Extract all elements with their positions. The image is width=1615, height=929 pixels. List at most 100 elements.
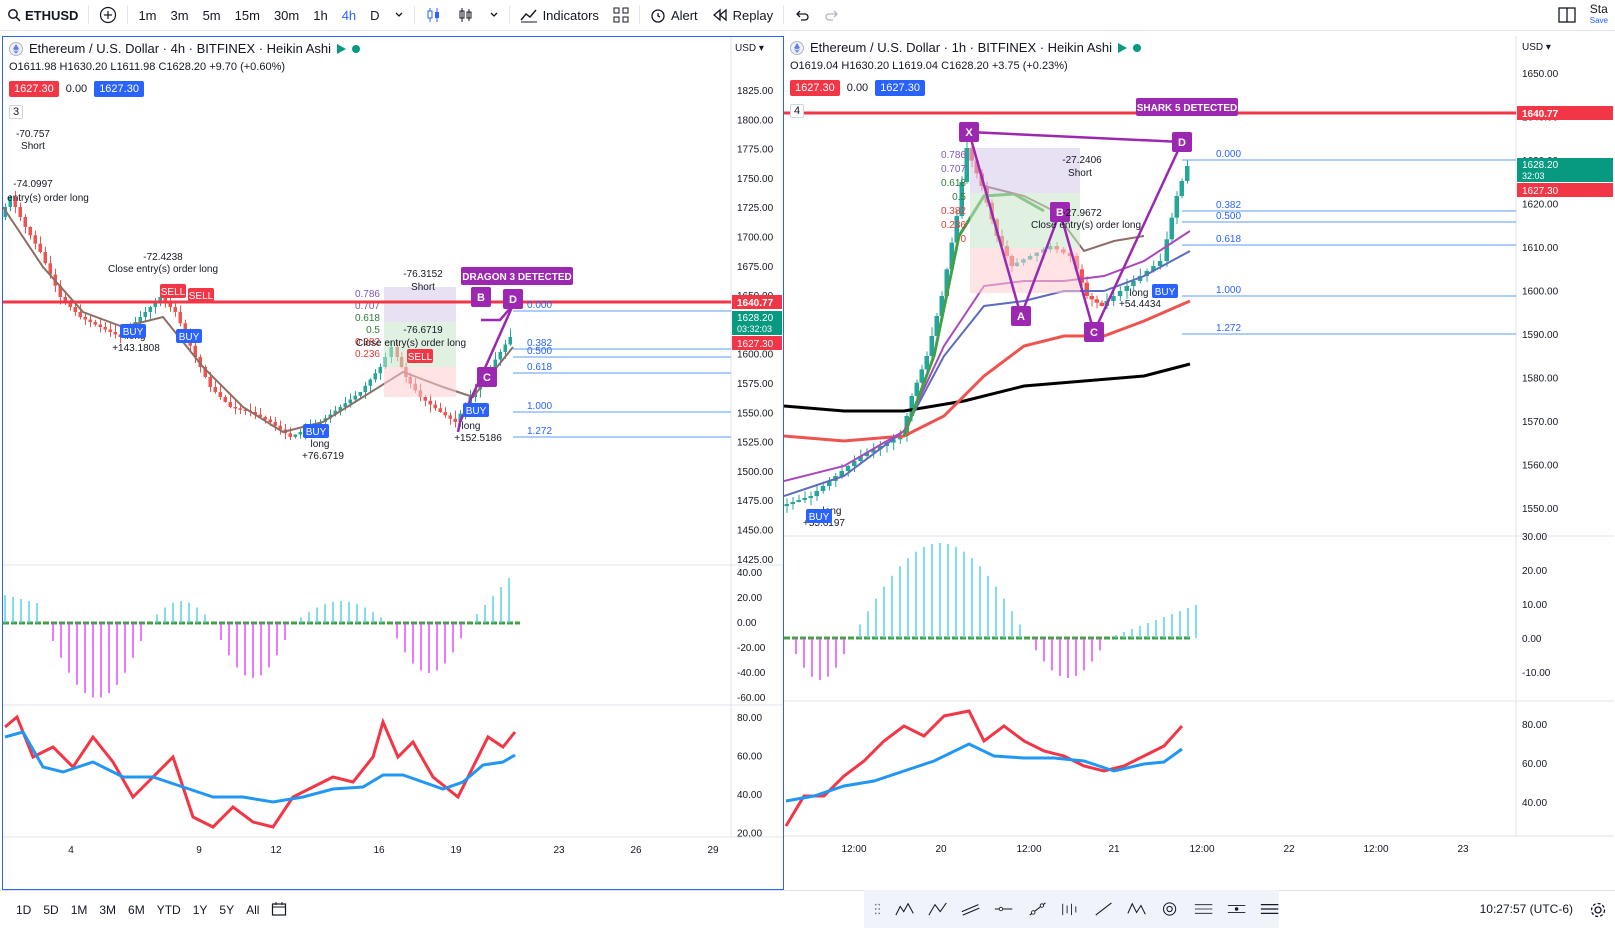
layout-button[interactable] <box>1551 0 1583 30</box>
undo-button[interactable] <box>787 0 817 30</box>
sell-price-button[interactable]: 1627.30 <box>790 80 840 96</box>
candle <box>238 408 242 410</box>
price-tick-label: 1575.00 <box>737 379 774 390</box>
harmonic-pattern-line <box>456 304 515 433</box>
interval-1m[interactable]: 1m <box>138 7 157 23</box>
range-1m[interactable]: 1M <box>70 903 88 917</box>
trade-annotation: entry(s) order long <box>7 193 89 204</box>
time-tick-label: 4 <box>68 845 74 856</box>
market-open-icon <box>1132 43 1141 52</box>
harmonic-point-marker <box>471 287 491 307</box>
interval-3m[interactable]: 3m <box>170 7 189 23</box>
indicator-count-toggle[interactable]: 3 <box>9 105 24 119</box>
range-ytd[interactable]: YTD <box>156 903 181 917</box>
chart-settings-icon[interactable] <box>1590 902 1606 918</box>
interval-1h[interactable]: 1h <box>313 7 328 23</box>
trade-annotation: -70.757 <box>16 129 50 140</box>
chart-canvas-4h[interactable]: 1825.00 1800.00 1775.00 1750.00 1725.00 1700.… <box>3 37 783 889</box>
range-1y[interactable]: 1Y <box>192 903 208 917</box>
time-tick-label: 12:00 <box>1189 844 1214 855</box>
fib-level-label: 1.000 <box>527 401 552 412</box>
redo-button[interactable] <box>817 0 847 30</box>
rsi-tick-label: 60.00 <box>737 752 762 763</box>
range-1d[interactable]: 1D <box>16 903 32 917</box>
interval-4h[interactable]: 4h <box>341 7 357 23</box>
price-tick-label: 1550.00 <box>1522 504 1559 515</box>
indicator-count-toggle[interactable]: 4 <box>790 104 805 118</box>
interval-15m[interactable]: 15m <box>234 7 260 23</box>
buy-price-button[interactable]: 1627.30 <box>94 81 144 97</box>
signal-tag <box>188 288 214 302</box>
buy-price-button[interactable]: 1627.30 <box>875 80 925 96</box>
bid-price-label: 1627.30 <box>1522 186 1559 197</box>
moving-average-line <box>784 250 1191 497</box>
trade-annotation: +152.5186 <box>454 433 502 444</box>
range-6m[interactable]: 6M <box>128 903 145 917</box>
range-5y[interactable]: 5Y <box>219 903 235 917</box>
chart-type-button[interactable] <box>450 0 482 30</box>
currency-selector[interactable]: USD ▾ <box>1522 42 1551 53</box>
compare-button[interactable] <box>92 0 124 30</box>
replay-button[interactable]: Replay <box>705 0 780 30</box>
horizontal-ray-icon[interactable] <box>994 900 1013 918</box>
candle <box>288 433 292 437</box>
range-all[interactable]: All <box>246 903 260 917</box>
sell-price-button[interactable]: 1627.30 <box>9 81 59 97</box>
bar-style-button[interactable] <box>418 0 450 30</box>
signal-tag <box>463 403 489 417</box>
target-icon[interactable] <box>1160 900 1179 918</box>
interval-30m[interactable]: 30m <box>273 7 300 23</box>
spread-value: 0.00 <box>846 82 869 94</box>
publish-button[interactable]: Sta Save <box>1583 0 1615 30</box>
trend-line-icon[interactable] <box>1028 900 1047 918</box>
menu-lines-icon[interactable] <box>1260 900 1279 918</box>
fib-box-level: 0.786 <box>355 289 380 300</box>
elliott-wave-icon[interactable] <box>895 900 914 918</box>
bid-price-tag <box>1517 183 1613 197</box>
chart-pane-4h[interactable]: 1825.00 1800.00 1775.00 1750.00 1725.00 1700.… <box>2 36 784 890</box>
trade-annotation: -76.3152 <box>403 269 443 280</box>
price-tick-label: 1700.00 <box>737 233 774 244</box>
bid-ask-badges: 1627.30 0.00 1627.30 <box>9 81 144 97</box>
chart-canvas-1h[interactable]: 1650.001640.001630.001620.001610.001600.… <box>784 36 1614 888</box>
calendar-icon <box>272 901 287 916</box>
candle <box>924 356 929 370</box>
abc-pattern-icon[interactable] <box>928 900 947 918</box>
indicators-button[interactable]: Indicators <box>513 0 606 30</box>
candle <box>378 367 382 374</box>
time-tick-label: 12:00 <box>1016 844 1041 855</box>
xabcd-pattern-icon[interactable] <box>1127 900 1146 918</box>
currency-selector[interactable]: USD ▾ <box>735 43 764 54</box>
ray-icon[interactable] <box>1094 900 1113 918</box>
flag-icon <box>336 43 346 54</box>
price-tick-label: 1425.00 <box>737 555 774 566</box>
interval-5m[interactable]: 5m <box>202 7 221 23</box>
templates-button[interactable] <box>606 0 636 30</box>
chart-type-dropdown[interactable] <box>482 0 506 30</box>
bottom-toolbar: 1D 5D 1M 3M 6M YTD 1Y 5Y All <box>0 890 1615 929</box>
alert-button[interactable]: Alert <box>643 0 705 30</box>
candle <box>343 403 347 407</box>
candle <box>228 402 232 407</box>
long-position-icon[interactable] <box>1227 900 1246 918</box>
candle <box>368 379 372 386</box>
trade-annotation: -76.6719 <box>403 325 443 336</box>
clock-timezone[interactable]: 10:27:57 (UTC-6) <box>1479 902 1573 916</box>
goto-date-button[interactable] <box>265 901 293 920</box>
parallel-channel-icon[interactable] <box>961 900 980 918</box>
drag-handle-icon[interactable] <box>874 901 881 917</box>
fib-channel-icon[interactable] <box>1194 900 1213 918</box>
harmonic-point-label: B <box>1056 207 1064 219</box>
range-5d[interactable]: 5D <box>43 903 59 917</box>
fib-retracement-icon[interactable] <box>1061 900 1080 918</box>
interval-dropdown[interactable] <box>387 0 411 30</box>
candle <box>158 297 162 302</box>
fib-level-label: 0.382 <box>1216 200 1241 211</box>
interval-d[interactable]: D <box>370 7 380 23</box>
candle <box>103 327 107 330</box>
symbol-search[interactable]: ETHUSD <box>0 0 85 30</box>
range-3m[interactable]: 3M <box>99 903 117 917</box>
chart-pane-1h[interactable]: 1650.001640.001630.001620.001610.001600.… <box>784 36 1614 888</box>
spread-value: 0.00 <box>65 83 88 95</box>
rewind-icon <box>712 8 727 22</box>
